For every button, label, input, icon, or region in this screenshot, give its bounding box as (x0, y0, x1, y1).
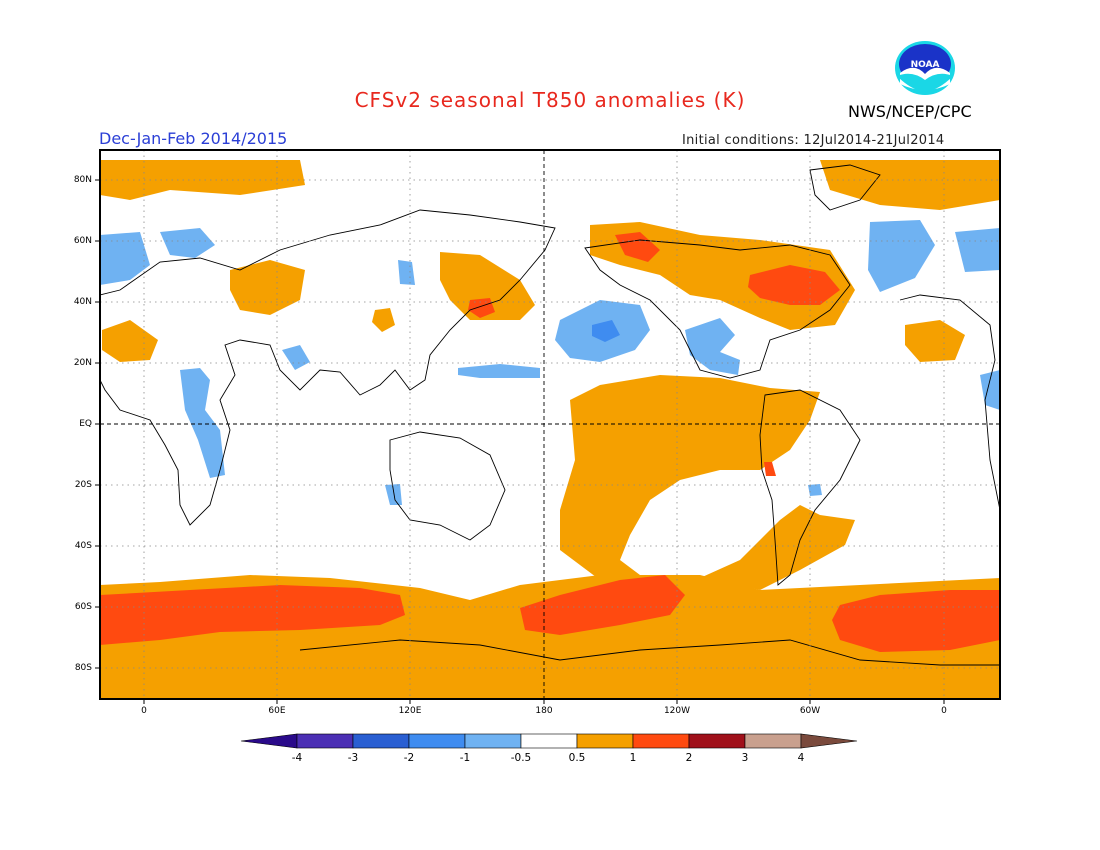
lat-label-20n: 20N (73, 358, 92, 368)
axis-ticks (95, 179, 945, 704)
colorbar-label-4: 4 (797, 752, 805, 764)
colorbar-label-neg05: -0.5 (510, 752, 532, 764)
colorbar-swatch (408, 733, 466, 749)
season-period: Dec-Jan-Feb 2014/2015 (99, 129, 288, 148)
lon-label-120e: 120E (398, 706, 422, 716)
colorbar-swatch (464, 733, 522, 749)
colorbar-label-3: 3 (741, 752, 749, 764)
lon-label-0: 0 (141, 706, 147, 716)
lat-label-60n: 60N (73, 236, 92, 246)
lat-label-80n: 80N (73, 175, 92, 185)
colorbar-low-extension (240, 733, 298, 749)
lat-label-20s: 20S (74, 480, 92, 490)
anomaly-negative-moderate (592, 320, 620, 342)
lon-label-120w: 120W (663, 706, 691, 716)
colorbar-label-05: 0.5 (568, 752, 586, 764)
colorbar-label-neg4: -4 (291, 752, 303, 764)
colorbar-swatch (632, 733, 690, 749)
lat-label-40s: 40S (74, 541, 92, 551)
lon-label-60w: 60W (799, 706, 821, 716)
coastlines (100, 164, 1000, 666)
chart-title: CFSv2 seasonal T850 anomalies (K) (354, 88, 746, 112)
colorbar-label-1: 1 (629, 752, 637, 764)
colorbar-high-extension (800, 733, 858, 749)
agency-label: NWS/NCEP/CPC (848, 102, 972, 121)
lon-label-180: 180 (535, 706, 553, 716)
anomaly-negative-weak (100, 220, 1000, 505)
colorbar-swatch (688, 733, 746, 749)
lat-label-60s: 60S (74, 602, 92, 612)
equator-dateline (100, 150, 1000, 699)
colorbar-swatch (352, 733, 410, 749)
colorbar (240, 733, 858, 749)
initial-conditions: Initial conditions: 12Jul2014-21Jul2014 (682, 133, 945, 148)
colorbar-swatch (576, 733, 634, 749)
lon-label-0-east: 0 (941, 706, 947, 716)
colorbar-label-neg2: -2 (403, 752, 415, 764)
colorbar-swatch (296, 733, 354, 749)
noaa-logo-text: NOAA (911, 60, 940, 70)
colorbar-swatch (744, 733, 802, 749)
lat-label-eq: EQ (79, 419, 92, 429)
noaa-logo-icon: NOAA (895, 41, 955, 95)
colorbar-label-2: 2 (685, 752, 693, 764)
anomaly-positive-strong (100, 232, 1000, 652)
lon-label-60e: 60E (268, 706, 286, 716)
graticule (100, 150, 1000, 699)
colorbar-swatch (520, 733, 578, 749)
colorbar-label-neg3: -3 (347, 752, 359, 764)
colorbar-label-neg1: -1 (459, 752, 471, 764)
lat-label-80s: 80S (74, 663, 92, 673)
lat-label-40n: 40N (73, 297, 92, 307)
